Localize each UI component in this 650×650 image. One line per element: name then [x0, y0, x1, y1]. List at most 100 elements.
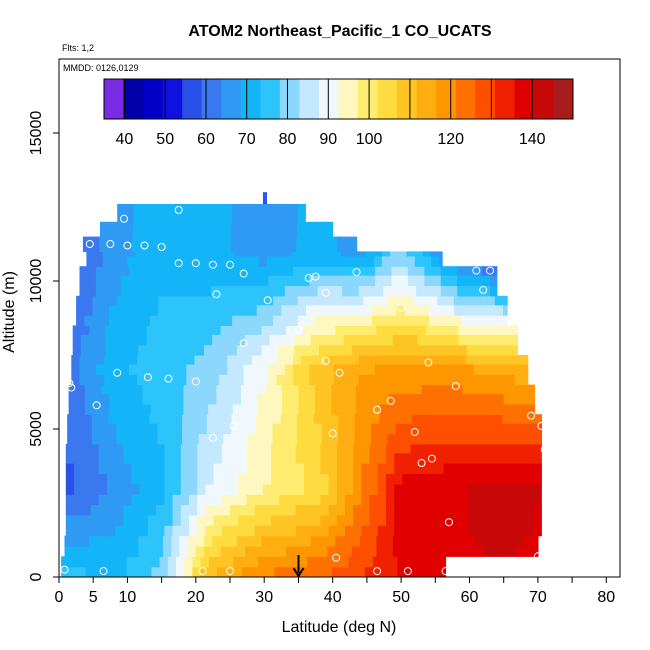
field-cell: [263, 236, 273, 242]
field-cell: [308, 251, 317, 257]
field-cell: [260, 285, 269, 297]
field-cell: [427, 525, 436, 537]
field-cell: [152, 255, 161, 267]
field-cell: [524, 535, 533, 547]
field-cell: [64, 545, 74, 557]
field-cell: [247, 433, 257, 445]
field-cell: [342, 275, 351, 287]
field-cell: [516, 545, 525, 557]
field-cell: [205, 463, 215, 474]
field-cell: [132, 433, 142, 445]
field-cell: [232, 204, 241, 212]
field-cell: [260, 374, 269, 386]
field-cell: [279, 483, 289, 495]
field-cell: [410, 525, 420, 537]
field-cell: [128, 363, 138, 375]
field-cell: [395, 414, 405, 424]
field-cell: [175, 384, 185, 395]
field-cell: [453, 433, 462, 445]
field-cell: [65, 525, 75, 537]
field-cell: [165, 221, 175, 227]
field-cell: [429, 403, 439, 415]
field-cell: [213, 443, 223, 454]
field-cell: [90, 443, 100, 454]
field-cell: [160, 255, 170, 267]
field-cell: [241, 566, 251, 577]
observation-point: [537, 422, 546, 430]
field-cell: [379, 414, 388, 424]
field-cell: [476, 473, 486, 485]
field-cell: [368, 545, 377, 557]
field-cell: [368, 334, 377, 346]
field-cell: [425, 334, 435, 346]
field-cell: [490, 285, 498, 297]
field-cell: [166, 295, 176, 306]
field-cell: [336, 514, 346, 526]
field-cell: [215, 295, 225, 306]
field-cell: [396, 315, 406, 326]
field-cell: [465, 363, 475, 375]
field-cell: [99, 236, 109, 242]
field-cell: [459, 463, 469, 474]
field-cell: [401, 334, 410, 346]
field-cell: [115, 463, 124, 474]
field-cell: [435, 525, 445, 537]
field-cell: [247, 241, 256, 252]
field-cell: [72, 535, 82, 547]
field-cell: [92, 315, 102, 326]
field-cell: [450, 325, 460, 335]
field-cell: [219, 285, 228, 297]
field-cell: [418, 525, 428, 537]
field-cell: [150, 204, 159, 212]
field-cell: [67, 433, 76, 445]
field-cell: [204, 334, 213, 346]
field-cell: [90, 525, 100, 537]
field-cell: [228, 535, 238, 547]
field-cell: [262, 443, 272, 454]
field-cell: [166, 211, 176, 223]
field-cell: [266, 566, 276, 577]
field-cell: [95, 275, 105, 287]
field-cell: [418, 452, 428, 464]
field-cell: [312, 443, 321, 454]
field-cell: [413, 393, 423, 405]
field-cell: [397, 393, 406, 405]
field-cell: [207, 304, 217, 316]
field-cell: [104, 374, 113, 386]
observation-point: [445, 518, 453, 527]
field-cell: [150, 211, 159, 223]
field-cell: [65, 494, 75, 506]
field-cell: [503, 384, 513, 395]
field-cell: [183, 384, 193, 395]
field-cell: [350, 374, 360, 386]
field-cell: [276, 363, 286, 375]
field-cell: [279, 494, 289, 506]
field-cell: [156, 514, 165, 526]
field-cell: [82, 525, 92, 537]
field-cell: [525, 473, 535, 485]
field-cell: [362, 423, 372, 435]
field-cell: [231, 226, 241, 238]
field-cell: [221, 504, 231, 516]
field-cell: [104, 285, 113, 297]
field-cell: [386, 473, 395, 485]
field-cell: [169, 363, 179, 375]
field-cell: [248, 304, 258, 316]
field-cell: [430, 566, 440, 577]
field-cell: [297, 315, 307, 326]
field-cell: [303, 494, 313, 506]
field-cell: [320, 443, 330, 454]
field-cell: [484, 452, 494, 464]
field-cell: [409, 334, 419, 346]
field-cell: [301, 355, 310, 365]
field-cell: [491, 535, 501, 547]
field-cell: [206, 423, 216, 435]
field-cell: [360, 535, 369, 547]
field-cell: [214, 241, 224, 252]
field-cell: [312, 241, 322, 252]
field-cell: [442, 545, 451, 557]
field-cell: [309, 285, 319, 297]
field-cell: [376, 325, 386, 335]
field-cell: [149, 414, 159, 424]
field-cell: [403, 414, 413, 424]
